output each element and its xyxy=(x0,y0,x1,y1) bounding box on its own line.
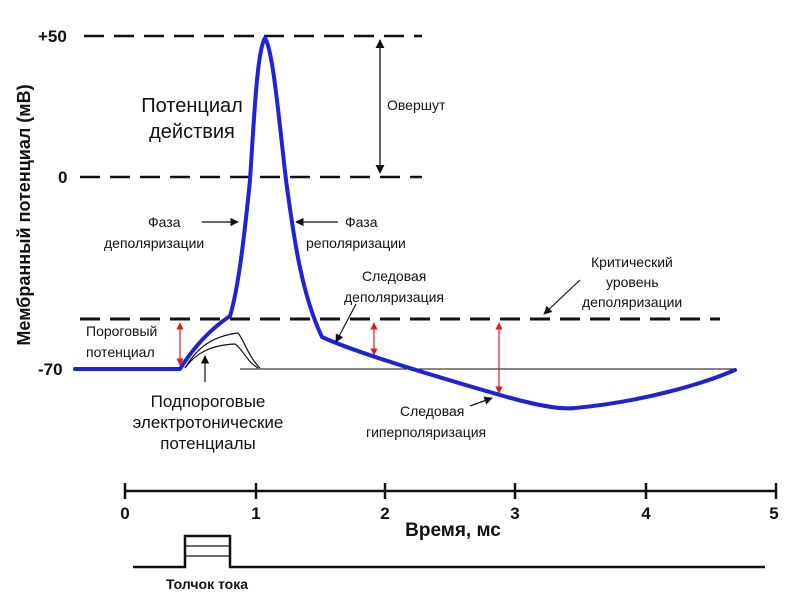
depol-phase-label-line2: деполяризации xyxy=(104,235,204,251)
stimulus-trace xyxy=(133,534,765,569)
x-tick-2: 2 xyxy=(380,504,389,523)
y-tick-plus50: +50 xyxy=(38,27,67,46)
trace-depol-arrow xyxy=(335,303,357,343)
overshoot-label: Овершут xyxy=(387,97,446,113)
trace-hyperpol-arrow xyxy=(469,396,493,407)
trace-depol-label-line2: деполяризация xyxy=(344,289,444,305)
subthreshold-label-line2: электротонические xyxy=(133,413,284,432)
trace-hyperpol-label-line1: Следовая xyxy=(400,403,464,419)
subthreshold-potential-2 xyxy=(184,332,261,369)
x-tick-1: 1 xyxy=(251,504,260,523)
threshold-label-line1: Пороговый xyxy=(86,323,157,339)
stimulus-label: Толчок тока xyxy=(166,576,248,592)
action-potential-curve xyxy=(73,36,737,411)
subthreshold-potential-1 xyxy=(184,343,259,369)
subthreshold-label-line3: потенциалы xyxy=(160,434,256,453)
x-tick-4: 4 xyxy=(641,504,651,523)
critical-level-label-line3: деполяризации xyxy=(582,294,682,310)
x-tick-0: 0 xyxy=(120,504,129,523)
y-axis-label: Мембранный потенциал (мВ) xyxy=(14,84,34,345)
time-axis-ticks xyxy=(123,483,778,499)
y-tick-0: 0 xyxy=(58,168,67,187)
repol-phase-label-line2: реполяризации xyxy=(306,235,406,251)
threshold-label-line2: потенциал xyxy=(86,344,155,360)
trace-hyperpol-label-line2: гиперполяризация xyxy=(366,424,486,440)
depol-phase-label-line1: Фаза xyxy=(148,214,181,230)
action-potential-label-line2: действия xyxy=(149,121,235,143)
y-tick-minus70: -70 xyxy=(38,360,63,379)
subthreshold-label-line1: Подпороговые xyxy=(151,392,266,411)
x-tick-5: 5 xyxy=(769,504,778,523)
critical-level-arrow xyxy=(543,279,581,315)
repol-phase-label-line1: Фаза xyxy=(345,214,378,230)
x-tick-3: 3 xyxy=(510,504,519,523)
x-axis-label: Время, мс xyxy=(405,520,501,541)
critical-level-label-line2: уровень xyxy=(606,274,659,290)
critical-level-label-line1: Критический xyxy=(591,254,673,270)
trace-depol-label-line1: Следовая xyxy=(362,268,426,284)
action-potential-label-line1: Потенциал xyxy=(141,95,243,117)
